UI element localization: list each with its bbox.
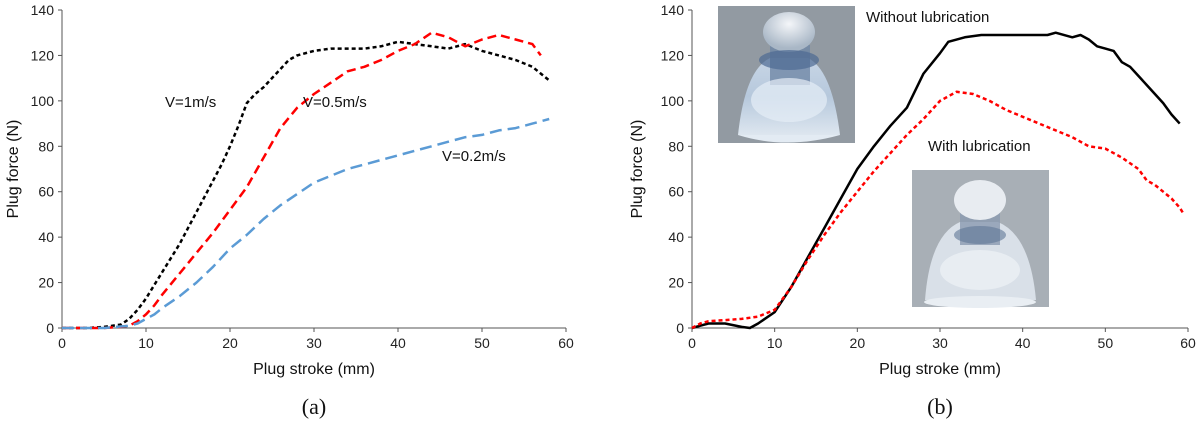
x-tick-label-b: 0 xyxy=(688,335,696,351)
series-line-b-0 xyxy=(691,31,1181,330)
x-axis-label-b: Plug stroke (mm) xyxy=(879,361,1001,378)
x-axis-label-a: Plug stroke (mm) xyxy=(253,361,375,378)
annotation-v1: V=1m/s xyxy=(165,94,216,111)
series-group-a xyxy=(62,31,550,330)
x-tick-label-b: 40 xyxy=(1015,335,1031,351)
x-tick-label-b: 10 xyxy=(767,335,783,351)
series-line-b-1 xyxy=(691,90,1185,330)
x-tick-label-a: 50 xyxy=(474,335,490,351)
y-tick-label-a: 140 xyxy=(31,2,55,18)
annotation-with-lubrication: With lubrication xyxy=(928,138,1031,155)
inset-photo-without-lubrication xyxy=(718,6,855,143)
annotation-without-lubrication: Without lubrication xyxy=(866,9,989,26)
chart-panel-b: 0 10 20 30 40 50 60 0 20 40 60 80 100 120 140 Without … xyxy=(629,2,1196,419)
x-tick-label-b: 60 xyxy=(1180,335,1196,351)
y-axis-label-b: Plug force (N) xyxy=(629,120,646,219)
x-tick-label-b: 20 xyxy=(850,335,866,351)
y-tick-label-a: 80 xyxy=(38,138,54,154)
tick-labels-a: 0 10 20 30 40 50 60 0 20 40 60 80 100 120 140 xyxy=(31,2,574,351)
y-tick-label-b: 60 xyxy=(668,184,684,200)
y-tick-label-b: 20 xyxy=(668,275,684,291)
x-tick-label-a: 30 xyxy=(306,335,322,351)
y-tick-label-a: 0 xyxy=(46,320,54,336)
tick-labels-b: 0 10 20 30 40 50 60 0 20 40 60 80 100 120 140 xyxy=(661,2,1196,351)
y-tick-label-a: 20 xyxy=(38,275,54,291)
chart-panel-a: 0 10 20 30 40 50 60 0 20 40 60 80 100 120 140 Plug str… xyxy=(5,2,574,419)
annotation-v05: V=0.5m/s xyxy=(303,94,367,111)
y-tick-label-b: 100 xyxy=(661,93,685,109)
y-tick-label-a: 100 xyxy=(31,93,55,109)
x-tick-label-a: 40 xyxy=(390,335,406,351)
y-tick-label-b: 80 xyxy=(668,138,684,154)
y-tick-label-b: 40 xyxy=(668,229,684,245)
panel-label-a: (a) xyxy=(302,394,326,419)
y-tick-label-a: 120 xyxy=(31,47,55,63)
series-line-a-2 xyxy=(62,117,550,330)
x-tick-label-b: 30 xyxy=(932,335,948,351)
y-tick-label-a: 60 xyxy=(38,184,54,200)
x-tick-label-a: 60 xyxy=(558,335,574,351)
y-tick-label-b: 0 xyxy=(676,320,684,336)
x-tick-label-a: 20 xyxy=(222,335,238,351)
series-line-a-0 xyxy=(62,40,550,330)
x-tick-label-a: 0 xyxy=(58,335,66,351)
series-line-a-1 xyxy=(62,31,542,330)
annotation-v02: V=0.2m/s xyxy=(442,148,506,165)
inset-photo-with-lubrication xyxy=(912,170,1049,308)
series-group-b xyxy=(691,31,1185,330)
x-tick-label-b: 50 xyxy=(1098,335,1114,351)
y-tick-label-b: 120 xyxy=(661,47,685,63)
x-tick-label-a: 10 xyxy=(138,335,154,351)
y-tick-label-b: 140 xyxy=(661,2,685,18)
y-axis-label-a: Plug force (N) xyxy=(5,120,22,219)
panel-label-b: (b) xyxy=(927,394,953,419)
y-tick-label-a: 40 xyxy=(38,229,54,245)
